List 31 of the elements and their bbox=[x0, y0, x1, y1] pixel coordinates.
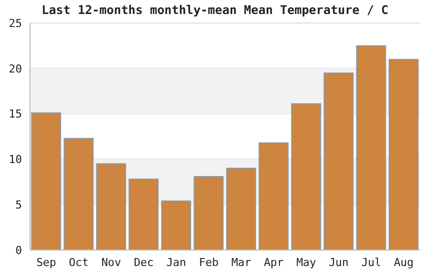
bar bbox=[31, 112, 62, 250]
x-tick-label: Apr bbox=[264, 256, 284, 269]
y-tick-label: 0 bbox=[15, 244, 22, 257]
chart-title: Last 12-months monthly-mean Mean Temperature / C bbox=[40, 3, 390, 17]
x-tick-label: Nov bbox=[101, 256, 122, 269]
y-tick-label: 10 bbox=[8, 153, 22, 166]
x-tick-label: Sep bbox=[36, 256, 56, 269]
y-tick-label: 15 bbox=[8, 108, 22, 121]
bar bbox=[226, 168, 256, 250]
bar bbox=[96, 163, 126, 250]
x-tick-label: Aug bbox=[394, 256, 414, 269]
x-tick-label: Feb bbox=[198, 256, 219, 269]
x-tick-label: Dec bbox=[134, 256, 154, 269]
bar bbox=[291, 103, 322, 250]
x-tick-label: Oct bbox=[68, 256, 89, 269]
bar bbox=[258, 142, 289, 250]
bar bbox=[356, 45, 386, 250]
y-tick-label: 25 bbox=[8, 16, 22, 30]
x-tick-label: May bbox=[296, 256, 317, 269]
x-tick-label: Jul bbox=[361, 256, 382, 269]
y-tick-label: 20 bbox=[8, 62, 22, 76]
bar bbox=[324, 72, 354, 250]
x-tick-label: Jan bbox=[166, 256, 186, 269]
y-tick-label: 5 bbox=[15, 198, 22, 212]
x-tick-label: Mar bbox=[231, 256, 252, 269]
bar bbox=[194, 176, 224, 250]
bar bbox=[64, 138, 94, 250]
bar bbox=[128, 178, 159, 250]
bar bbox=[161, 200, 192, 250]
x-tick-label: Jun bbox=[328, 256, 349, 269]
bar bbox=[388, 58, 419, 250]
